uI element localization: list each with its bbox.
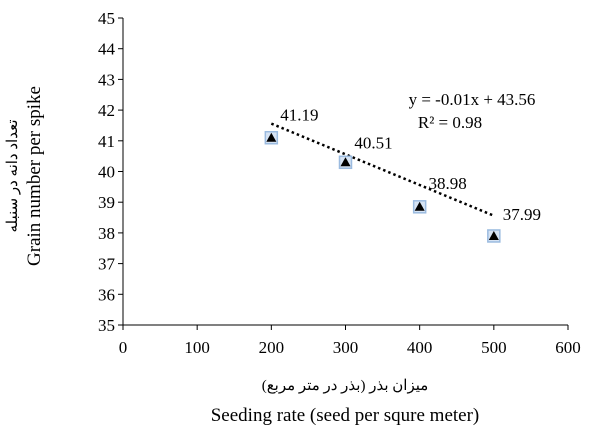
data-point — [488, 230, 499, 240]
trendline-layer — [270, 122, 495, 217]
x-tick-label: 0 — [119, 338, 128, 357]
x-ticks: 0 100 200 300 400 500 600 — [119, 325, 581, 357]
x-tick-label: 500 — [481, 338, 507, 357]
data-point — [340, 157, 351, 167]
y-tick-label: 44 — [98, 40, 116, 59]
x-tick-label: 400 — [407, 338, 433, 357]
y-tick-label: 37 — [98, 255, 116, 274]
y-tick-label: 45 — [98, 9, 115, 28]
data-label: 37.99 — [503, 205, 541, 224]
y-tick-label: 36 — [98, 285, 115, 304]
x-axis-title-secondary: میزان بذر (بذر در متر مربع) — [262, 378, 429, 394]
y-tick-label: 43 — [98, 70, 115, 89]
y-tick-label: 41 — [98, 132, 115, 151]
x-axis-title: Seeding rate (seed per squre meter) — [211, 405, 480, 426]
data-label: 40.51 — [354, 133, 392, 152]
trend-r-squared: R² = 0.98 — [418, 113, 482, 132]
y-tick-label: 40 — [98, 163, 115, 182]
x-tick-label: 600 — [555, 338, 581, 357]
data-label: 38.98 — [429, 174, 467, 193]
data-point — [266, 132, 277, 142]
y-tick-label: 35 — [98, 316, 115, 335]
y-axis-title: Grain number per spike — [24, 86, 45, 266]
trend-equation: y = -0.01x + 43.56 — [409, 90, 536, 109]
y-tick-label: 38 — [98, 224, 115, 243]
y-axis-title-secondary: تعداد دانه در سنبله — [5, 120, 21, 233]
axes — [122, 18, 568, 326]
y-ticks: 35 36 37 38 39 40 41 42 43 44 45 — [98, 9, 123, 335]
data-point — [414, 201, 425, 211]
data-label: 41.19 — [280, 106, 318, 125]
y-tick-label: 42 — [98, 101, 115, 120]
x-tick-label: 200 — [259, 338, 285, 357]
y-tick-label: 39 — [98, 193, 115, 212]
x-tick-label: 300 — [333, 338, 359, 357]
points-layer — [264, 130, 501, 243]
x-tick-label: 100 — [184, 338, 210, 357]
data-labels-layer: 41.19 40.51 38.98 37.99 — [280, 106, 541, 224]
trendline — [270, 122, 495, 217]
